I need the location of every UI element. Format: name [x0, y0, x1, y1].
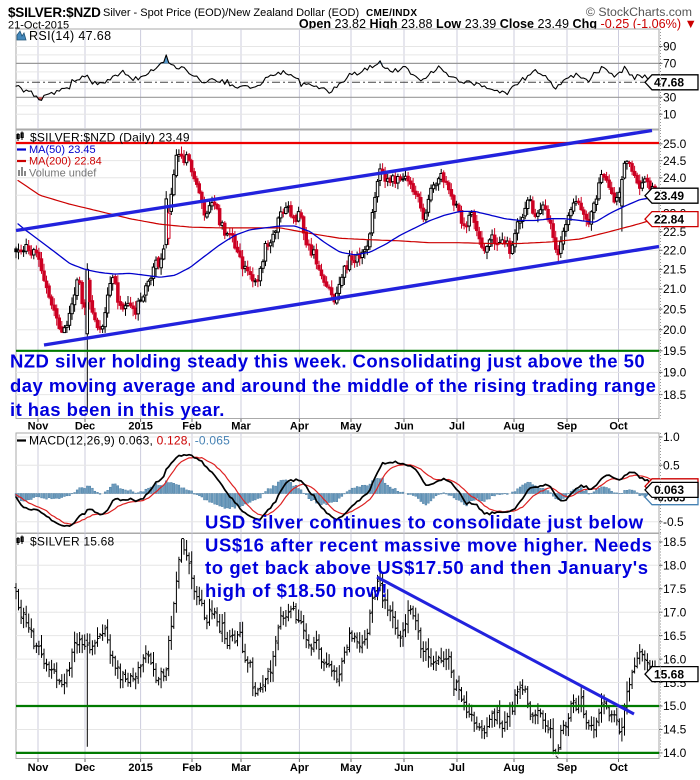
svg-text:Silver - Spot Price (EOD)/New: Silver - Spot Price (EOD)/New Zealand Do… — [103, 7, 359, 19]
svg-text:Mar: Mar — [231, 421, 251, 433]
svg-text:47.68: 47.68 — [654, 76, 684, 90]
svg-text:14.0: 14.0 — [663, 746, 687, 760]
svg-text:Oct: Oct — [609, 421, 628, 433]
svg-text:20.5: 20.5 — [663, 302, 687, 316]
svg-text:23.49: 23.49 — [654, 189, 684, 203]
svg-text:$SILVER 15.68: $SILVER 15.68 — [30, 535, 115, 549]
svg-text:19.5: 19.5 — [663, 344, 687, 358]
svg-text:24.5: 24.5 — [663, 154, 687, 168]
svg-text:20.0: 20.0 — [663, 323, 687, 337]
svg-text:Open 23.82 High 23.88 Low 23.3: Open 23.82 High 23.88 Low 23.39 Close 23… — [299, 17, 697, 31]
svg-text:0.5: 0.5 — [663, 458, 680, 472]
svg-text:it has been in this year.: it has been in this year. — [10, 399, 225, 420]
svg-text:22.84: 22.84 — [654, 212, 684, 226]
svg-text:18.5: 18.5 — [663, 388, 687, 402]
svg-text:Aug: Aug — [503, 762, 524, 774]
svg-text:30: 30 — [663, 91, 677, 105]
svg-text:Jul: Jul — [449, 762, 465, 774]
svg-text:Sep: Sep — [557, 421, 577, 433]
svg-text:NZD silver holding steady this: NZD silver holding steady this week. Con… — [10, 351, 645, 372]
svg-text:day moving average and around: day moving average and around the middle… — [10, 375, 656, 396]
svg-text:Sep: Sep — [557, 762, 577, 774]
svg-text:10: 10 — [663, 108, 677, 122]
svg-text:17.5: 17.5 — [663, 582, 687, 596]
svg-text:Aug: Aug — [503, 421, 524, 433]
svg-text:Dec: Dec — [75, 762, 95, 774]
svg-text:Jul: Jul — [449, 421, 465, 433]
svg-text:25.0: 25.0 — [663, 137, 687, 151]
svg-text:18.5: 18.5 — [663, 535, 687, 549]
svg-text:MA(200) 22.84: MA(200) 22.84 — [29, 156, 102, 168]
svg-text:Apr: Apr — [290, 421, 310, 433]
svg-text:May: May — [340, 421, 362, 433]
svg-text:16.5: 16.5 — [663, 629, 687, 643]
svg-text:2015: 2015 — [128, 421, 152, 433]
svg-text:14.5: 14.5 — [663, 723, 687, 737]
svg-text:$SILVER:$NZD: $SILVER:$NZD — [8, 5, 101, 20]
svg-text:-0.5: -0.5 — [663, 515, 684, 529]
svg-text:1.0: 1.0 — [663, 430, 680, 444]
svg-text:70: 70 — [663, 57, 677, 71]
svg-text:15.68: 15.68 — [654, 667, 684, 681]
svg-text:CME/INDX: CME/INDX — [366, 8, 417, 19]
svg-text:$SILVER:$NZD (Daily) 23.49: $SILVER:$NZD (Daily) 23.49 — [30, 131, 190, 145]
svg-text:Mar: Mar — [231, 762, 251, 774]
svg-text:2015: 2015 — [128, 762, 152, 774]
svg-text:US$16 after recent massive mov: US$16 after recent massive move higher. … — [205, 534, 653, 555]
svg-text:Oct: Oct — [609, 762, 628, 774]
svg-text:RSI(14) 47.68: RSI(14) 47.68 — [29, 29, 111, 43]
svg-text:Jun: Jun — [394, 421, 414, 433]
svg-text:MA(50) 23.45: MA(50) 23.45 — [29, 144, 96, 156]
svg-text:15.0: 15.0 — [663, 699, 687, 713]
svg-text:Jun: Jun — [394, 762, 414, 774]
svg-text:21.0: 21.0 — [663, 282, 687, 296]
svg-text:90: 90 — [663, 40, 677, 54]
svg-text:22.0: 22.0 — [663, 244, 687, 258]
svg-text:high of $18.50 now!: high of $18.50 now! — [205, 580, 388, 601]
svg-text:Nov: Nov — [28, 421, 50, 433]
svg-text:© StockCharts.com: © StockCharts.com — [586, 5, 692, 19]
svg-text:Feb: Feb — [182, 421, 202, 433]
svg-text:16.0: 16.0 — [663, 652, 687, 666]
svg-text:Dec: Dec — [75, 421, 95, 433]
svg-text:22.5: 22.5 — [663, 225, 687, 239]
svg-text:Apr: Apr — [290, 762, 310, 774]
svg-text:24.0: 24.0 — [663, 171, 687, 185]
svg-text:May: May — [340, 762, 362, 774]
svg-text:MACD(12,26,9) 0.063, 0.128, -0: MACD(12,26,9) 0.063, 0.128, -0.065 — [29, 434, 230, 448]
svg-text:to get back above US$17.50 and: to get back above US$17.50 and then Janu… — [205, 557, 649, 578]
svg-text:21.5: 21.5 — [663, 263, 687, 277]
svg-text:17.0: 17.0 — [663, 605, 687, 619]
svg-text:Feb: Feb — [182, 762, 202, 774]
svg-text:Volume undef: Volume undef — [29, 168, 97, 180]
svg-text:USD silver continues to consol: USD silver continues to consolidate just… — [205, 512, 644, 533]
svg-text:0.063: 0.063 — [654, 483, 684, 497]
svg-text:18.0: 18.0 — [663, 559, 687, 573]
svg-text:19.0: 19.0 — [663, 366, 687, 380]
svg-text:Nov: Nov — [28, 762, 50, 774]
